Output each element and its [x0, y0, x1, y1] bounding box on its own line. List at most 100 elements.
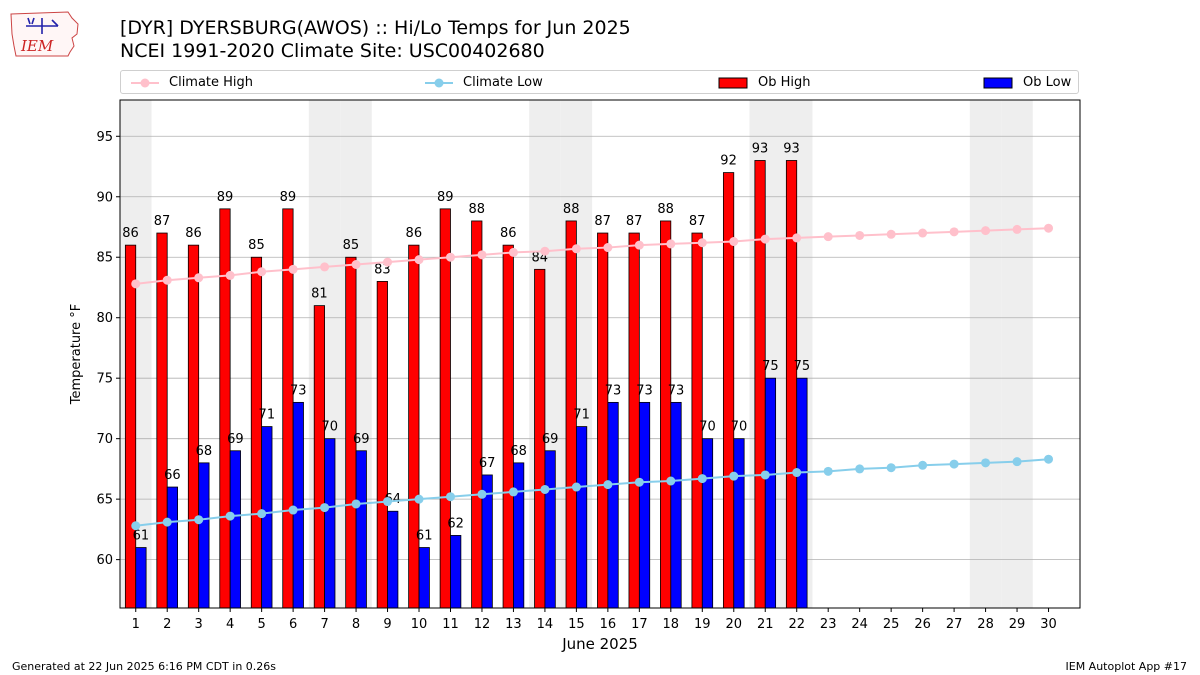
- climate-high-point: [792, 233, 802, 243]
- ob-low-value-label: 68: [196, 444, 213, 459]
- ob-low-bar: [166, 486, 179, 609]
- climate-high-point: [383, 257, 393, 267]
- ob-high-value-label: 89: [217, 190, 234, 205]
- ob-high-value-label: 87: [626, 214, 643, 229]
- ob-low-bar: [387, 510, 399, 609]
- ob-low-bar: [198, 462, 210, 609]
- y-tick-label: 65: [96, 493, 113, 508]
- ob-high-value-label: 86: [122, 226, 139, 241]
- climate-high-point: [666, 239, 676, 249]
- iem-logo: IEM: [10, 11, 79, 57]
- ob-low-value-label: 61: [416, 529, 433, 544]
- climate-high-point: [1012, 224, 1022, 234]
- ob-high-value-label: 88: [469, 202, 486, 217]
- ob-high-bar: [660, 220, 672, 609]
- climate-low-line: [135, 458, 1049, 527]
- climate-low-point: [729, 471, 739, 481]
- climate-low-point: [131, 521, 141, 531]
- ob-low-value-label: 69: [353, 432, 370, 447]
- climate-high-point: [225, 270, 235, 280]
- y-tick-label: 70: [96, 432, 113, 447]
- ob-low-value-label: 73: [290, 383, 307, 398]
- ob-high-bar: [250, 256, 263, 609]
- ob-high-value-label: 93: [752, 141, 769, 156]
- x-tick-label: 2: [163, 617, 171, 632]
- x-axis-label: June 2025: [561, 635, 638, 653]
- ob-high-swatch: [718, 77, 748, 89]
- legend-label-climate-low: Climate Low: [463, 75, 543, 90]
- y-axis-label: Temperature °F: [69, 304, 84, 405]
- ob-high-bar: [219, 208, 231, 609]
- ob-high-bar: [502, 244, 514, 609]
- x-tick-label: 24: [851, 617, 868, 632]
- climate-low-point: [823, 466, 833, 476]
- ob-low-bar: [733, 438, 745, 609]
- ob-high-bar: [313, 305, 325, 609]
- ob-low-value-label: 73: [668, 383, 685, 398]
- ob-high-bar: [785, 160, 798, 609]
- ob-low-bar: [575, 426, 588, 609]
- climate-low-point: [162, 517, 172, 527]
- generated-timestamp: Generated at 22 Jun 2025 6:16 PM CDT in …: [12, 660, 277, 673]
- climate-low-point: [949, 459, 959, 469]
- ob-low-value-label: 73: [605, 383, 622, 398]
- ob-low-bar: [292, 401, 304, 609]
- climate-high-point: [414, 255, 424, 265]
- climate-high-point: [257, 267, 267, 277]
- ob-low-bar: [544, 450, 556, 609]
- ob-high-value-label: 87: [594, 214, 611, 229]
- climate-high-point: [918, 228, 928, 238]
- climate-high-point: [729, 237, 739, 247]
- climate-high-point: [603, 243, 613, 253]
- x-tick-label: 18: [663, 617, 680, 632]
- climate-high-point: [131, 279, 141, 289]
- x-tick-label: 15: [568, 617, 585, 632]
- climate-low-point: [225, 511, 235, 521]
- climate-low-point: [1044, 454, 1054, 464]
- climate-low-point: [1012, 457, 1022, 467]
- climate-low-point: [477, 489, 487, 499]
- climate-high-point: [194, 273, 204, 283]
- climate-low-point: [351, 499, 361, 509]
- chart-legend: Climate High Climate Low Ob High Ob Low: [120, 70, 1079, 94]
- climate-high-point: [760, 234, 770, 244]
- climate-low-point: [697, 474, 707, 484]
- x-tick-label: 27: [946, 617, 963, 632]
- climate-low-point: [981, 458, 991, 468]
- climate-low-point: [414, 494, 424, 504]
- legend-label-ob-high: Ob High: [758, 75, 811, 90]
- x-tick-label: 7: [320, 617, 328, 632]
- climate-high-point: [508, 247, 518, 257]
- climate-high-point: [540, 246, 550, 256]
- ob-low-value-label: 68: [510, 444, 527, 459]
- climate-low-point: [666, 476, 676, 486]
- ob-low-value-label: 70: [699, 420, 716, 435]
- x-tick-label: 28: [977, 617, 994, 632]
- climate-high-point: [634, 240, 644, 250]
- ob-high-bar: [156, 232, 168, 609]
- climate-high-point: [320, 262, 330, 272]
- climate-high-point: [1044, 223, 1054, 233]
- ob-high-value-label: 87: [154, 214, 171, 229]
- climate-low-point: [918, 460, 928, 470]
- iowa-outline-icon: [10, 11, 79, 57]
- climate-low-point: [445, 492, 455, 502]
- ob-high-value-label: 86: [500, 226, 517, 241]
- legend-label-climate-high: Climate High: [169, 75, 254, 90]
- climate-high-point: [855, 230, 865, 240]
- y-tick-label: 80: [96, 311, 113, 326]
- climate-high-point: [445, 252, 455, 262]
- weekend-shade: [1001, 100, 1033, 608]
- climate-high-point: [571, 244, 581, 254]
- weekend-shade: [969, 100, 1002, 608]
- ob-high-value-label: 92: [720, 154, 737, 169]
- x-tick-label: 17: [631, 617, 648, 632]
- ob-high-bar: [124, 244, 137, 609]
- ob-high-value-label: 85: [343, 238, 360, 253]
- climate-high-point: [351, 259, 361, 269]
- ob-low-bar: [796, 377, 808, 609]
- ob-low-bar: [638, 401, 651, 609]
- x-tick-label: 13: [505, 617, 522, 632]
- climate-low-point: [540, 484, 550, 494]
- climate-high-point: [162, 275, 172, 285]
